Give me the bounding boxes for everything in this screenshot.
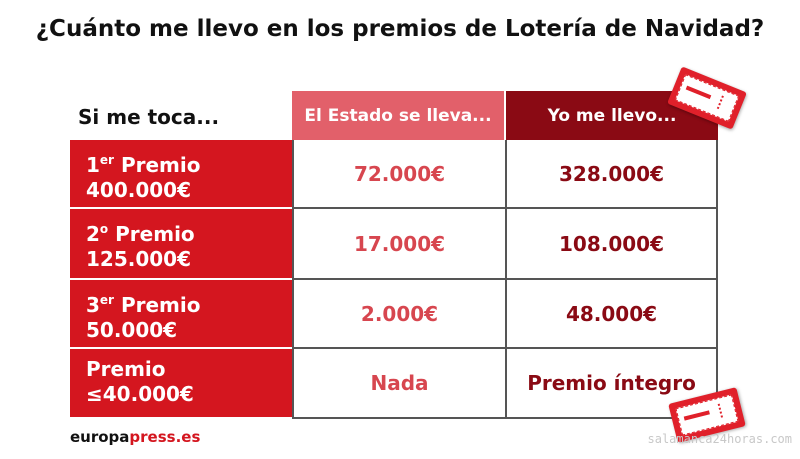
table-row: 1er Premio 400.000€ 72.000€ 328.000€ (70, 140, 718, 209)
winner-amount: 108.000€ (505, 209, 718, 280)
state-amount: 17.000€ (292, 209, 505, 280)
winner-amount: Premio íntegro (505, 349, 718, 419)
table-row: 2o Premio 125.000€ 17.000€ 108.000€ (70, 209, 718, 280)
prize-label: 3er Premio 50.000€ (70, 280, 292, 349)
winner-amount: 48.000€ (505, 280, 718, 349)
watermark: salamanca24horas.com (647, 432, 793, 446)
row-header: Si me toca... (78, 105, 220, 129)
state-amount: 72.000€ (292, 140, 505, 209)
prize-label: 2o Premio 125.000€ (70, 209, 292, 280)
winner-amount: 328.000€ (505, 140, 718, 209)
column-header-state: El Estado se lleva... (292, 91, 504, 140)
prize-label: Premio ≤40.000€ (70, 349, 292, 419)
page-title: ¿Cuánto me llevo en los premios de Loter… (35, 16, 765, 42)
state-amount: 2.000€ (292, 280, 505, 349)
brand-logo: europapress.es (70, 428, 201, 446)
table-row: Premio ≤40.000€ Nada Premio íntegro (70, 349, 718, 419)
prize-label: 1er Premio 400.000€ (70, 140, 292, 209)
state-amount: Nada (292, 349, 505, 419)
table-row: 3er Premio 50.000€ 2.000€ 48.000€ (70, 280, 718, 349)
